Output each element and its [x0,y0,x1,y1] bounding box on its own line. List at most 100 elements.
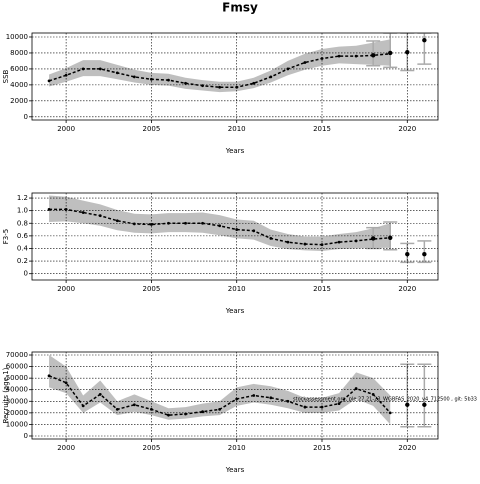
y-tick-label: 6000 [10,65,28,73]
y-tick-label: 60000 [6,363,28,371]
estimate-point [115,219,119,223]
forecast-point [388,235,393,240]
estimate-point [81,211,85,214]
estimate-point [269,75,273,79]
estimate-point [132,403,136,407]
forecast-point [405,402,410,407]
y-tick-label: 0 [24,113,28,121]
estimate-point [303,242,307,246]
estimate-point [371,392,375,396]
estimate-point [337,240,341,244]
plot-frame [31,32,439,121]
y-tick-label: 20000 [6,409,28,417]
x-tick-label: 2020 [398,444,416,452]
x-tick-label: 2015 [313,444,331,452]
estimate-point [235,397,239,401]
x-tick-label: 2005 [142,285,160,293]
x-tick-label: 2000 [57,285,75,293]
x-tick-label: 2005 [142,444,160,452]
x-axis-label: Years [225,307,245,315]
estimate-point [218,85,222,89]
estimate-point [132,222,136,226]
estimate-point [303,405,307,409]
estimate-point [337,402,341,405]
estimate-point [132,75,136,79]
estimate-point [115,71,119,75]
estimate-point [269,396,273,400]
confidence-band [49,195,391,251]
estimate-point [269,236,273,240]
estimate-point [98,67,102,71]
estimate-point [115,407,119,411]
estimate-point [252,81,256,85]
y-tick-label: 4000 [10,81,28,89]
y-tick-label: 0.4 [17,244,29,252]
x-tick-label: 2015 [313,285,331,293]
x-tick-label: 2000 [57,125,75,133]
x-tick-label: 2010 [228,444,246,452]
x-tick-label: 2005 [142,125,160,133]
estimate-point [47,79,51,83]
y-tick-label: 0.8 [17,219,28,227]
y-tick-label: 10000 [6,420,28,428]
plot-area [47,33,432,93]
y-tick-label: 1.0 [17,207,28,215]
estimate-point [167,78,170,82]
x-axis-label: Years [225,466,245,474]
y-tick-label: 0 [24,432,28,440]
y-tick-label: 10000 [6,33,28,41]
y-axis-label: Recruits (age 1) [2,367,10,423]
estimate-point [252,229,256,233]
x-tick-label: 2020 [398,285,416,293]
estimate-point [47,207,51,211]
estimate-point [167,413,170,417]
estimate-point [218,224,222,228]
y-axis-label: F3-5 [2,229,10,244]
x-tick-label: 2015 [313,125,331,133]
estimate-point [150,223,153,226]
estimate-point [303,61,307,64]
y-tick-label: 1.2 [17,194,28,202]
plot-frame [31,351,439,440]
x-tick-label: 2010 [228,285,246,293]
estimate-point [218,407,222,411]
estimate-point [201,221,204,225]
x-tick-label: 2000 [57,444,75,452]
forecast-point [422,402,427,407]
y-tick-label: 0 [24,270,28,278]
y-tick-label: 30000 [6,397,28,405]
y-tick-label: 0.6 [17,232,29,240]
x-tick-label: 2020 [398,125,416,133]
estimate-point [320,57,324,60]
estimate-point [252,394,256,397]
chart-title: Fmsy [222,1,258,15]
estimate-point [98,214,102,218]
y-tick-label: 2000 [10,97,28,105]
confidence-band [49,39,391,93]
y-tick-label: 40000 [6,386,28,394]
forecast-point [422,37,427,43]
plot-area [47,195,432,264]
forecast-point [422,251,427,257]
forecast-point [370,53,376,58]
forecast-point [370,236,376,241]
estimate-point [81,404,85,408]
estimate-point [98,392,102,396]
y-tick-label: 8000 [10,49,28,57]
estimate-point [354,387,358,390]
estimate-point [201,410,204,414]
annotation: stockassessment.org, ple.27.21-23_WGBFAS… [293,397,477,403]
estimate-point [354,54,358,58]
y-axis-label: SSB [2,69,10,83]
estimate-point [286,240,290,244]
y-tick-label: 50000 [6,374,28,382]
plot-area [47,355,432,428]
estimate-point [47,374,51,378]
y-tick-label: 70000 [6,351,28,359]
estimate-point [337,54,341,58]
x-axis-label: Years [225,147,245,155]
plot-frame [31,192,439,281]
estimate-point [184,81,187,85]
x-tick-label: 2010 [228,125,246,133]
y-tick-label: 0.2 [17,257,28,265]
